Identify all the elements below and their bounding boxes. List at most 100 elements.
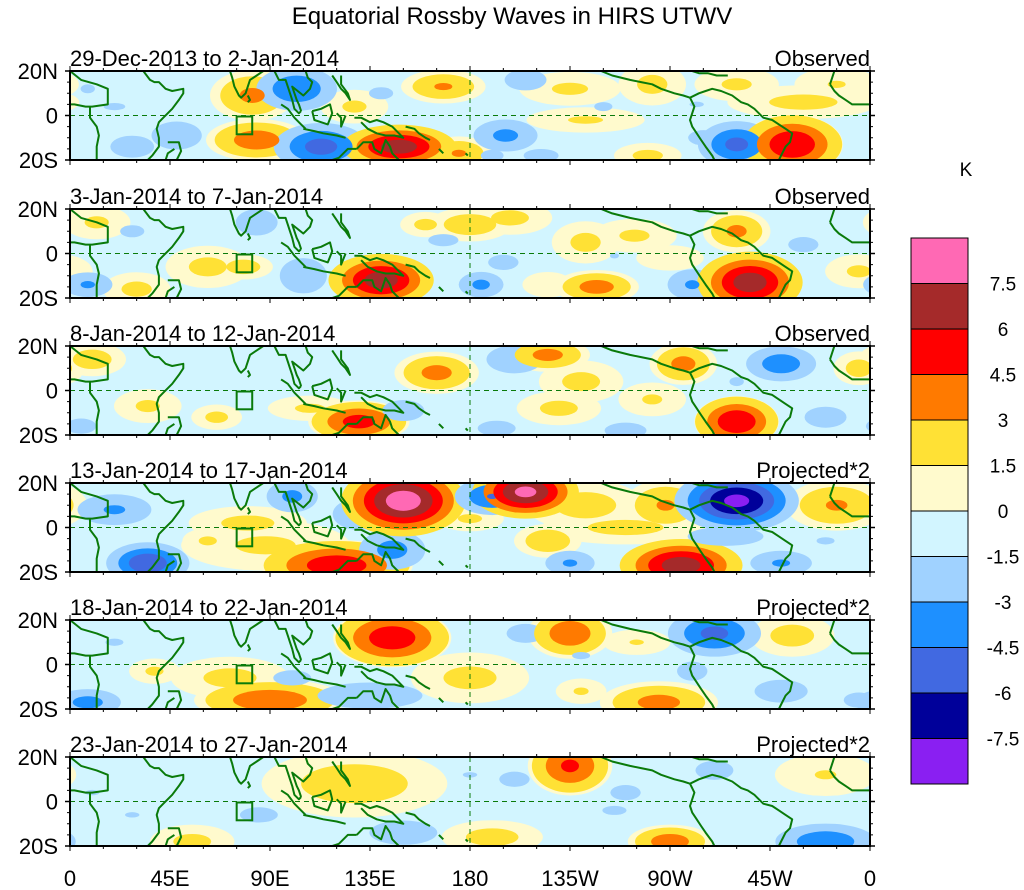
coastline <box>229 757 264 785</box>
contour-fill-neg-1.5 <box>688 130 719 146</box>
x-tick-label: 135E <box>344 866 395 890</box>
contour-fill-neg-1.5 <box>488 254 519 270</box>
contour-fill-pos-1.5 <box>587 519 664 536</box>
panel-date-range: 8-Jan-2014 to 12-Jan-2014 <box>70 321 335 346</box>
contour-fill-neg-1.5 <box>910 136 954 158</box>
coastline <box>311 241 334 264</box>
coastline <box>311 652 334 675</box>
coastline <box>291 620 314 661</box>
colorbar-swatch <box>910 328 969 375</box>
contour-fill-pos-3 <box>651 833 689 846</box>
coastline <box>164 423 175 435</box>
coastline <box>438 697 445 704</box>
colorbar-swatch <box>910 419 969 466</box>
contour-fill-neg-1.5 <box>754 679 808 703</box>
contour-fill-pos-3 <box>549 621 591 646</box>
coastline <box>464 701 469 706</box>
map-panel: 8-Jan-2014 to 12-Jan-2014 Observed 20N 0 20S <box>18 321 875 448</box>
coastline <box>464 564 469 569</box>
y-tick-label: 0 <box>46 516 58 541</box>
coastline <box>691 620 728 626</box>
coastlines <box>70 757 870 846</box>
contour-fill-neg-1.5 <box>151 121 202 150</box>
coastline <box>331 623 351 650</box>
contour-fill-pos-1.5 <box>989 257 1024 276</box>
contour-fill-pos-3 <box>233 689 307 709</box>
contour-fill-pos-3 <box>671 356 696 372</box>
coastline <box>303 813 346 825</box>
coastline <box>405 537 431 553</box>
contour-fill-neg-3 <box>873 696 903 708</box>
coastline <box>164 560 175 572</box>
x-tick-label: 0 <box>64 866 76 890</box>
contour-fill-neg-1.5 <box>462 772 478 778</box>
coastline <box>291 209 314 250</box>
contour-fill-neg-4.5 <box>725 137 749 152</box>
coastline <box>354 802 405 825</box>
coastline <box>142 346 185 435</box>
coastline <box>273 757 302 801</box>
coastline <box>438 286 445 293</box>
contour-fill-pos-1.5 <box>1020 76 1024 114</box>
anomaly-field <box>70 71 1024 160</box>
coastline <box>689 783 716 846</box>
coastline <box>280 789 307 816</box>
coastline <box>464 427 469 432</box>
contour-fill-neg-1.5 <box>0 237 18 252</box>
y-tick-label: 20S <box>19 697 58 722</box>
contour-fill-neg-1.5 <box>110 135 155 158</box>
coastline <box>691 71 728 77</box>
coastline <box>464 152 469 157</box>
panel-date-range: 29-Dec-2013 to 2-Jan-2014 <box>70 46 339 71</box>
contour-fill-0-to-1.5 <box>70 764 77 785</box>
contour-fill-neg-1.5 <box>610 785 641 801</box>
contour-fill-neg-1.5 <box>105 638 124 646</box>
coastline <box>167 141 183 160</box>
contour-fill-pos-3 <box>434 82 453 91</box>
contour-fill-pos-1.5 <box>539 400 578 416</box>
y-tick-label: 20S <box>19 148 58 173</box>
coastline <box>354 528 405 551</box>
contour-fill-neg-1.5 <box>0 680 8 703</box>
coastline <box>311 515 334 538</box>
coastline <box>280 378 307 405</box>
coastline <box>167 553 183 572</box>
coastline <box>464 290 469 295</box>
contour-fill-neg-1.5 <box>925 812 939 817</box>
panel-type-label: Projected*2 <box>756 732 870 757</box>
coastline <box>167 827 183 846</box>
contour-fill-pos-6 <box>380 139 417 154</box>
contour-fill-pos-1.5 <box>999 536 1017 545</box>
coastline <box>303 127 346 139</box>
contour-fill-neg-4.5 <box>304 138 338 155</box>
y-tick-label: 20N <box>18 471 58 496</box>
coastline <box>167 279 183 298</box>
coastline <box>438 148 445 155</box>
coastline <box>438 423 445 430</box>
coastline <box>89 518 100 572</box>
coastline <box>280 241 307 268</box>
coastline <box>331 760 351 787</box>
coastline <box>829 757 836 771</box>
y-tick-label: 20S <box>19 834 58 859</box>
panel-type-label: Observed <box>775 321 870 346</box>
contour-fill-pos-1.5 <box>568 116 604 124</box>
coastlines <box>70 620 870 709</box>
contour-fill-pos-3 <box>421 365 452 381</box>
contour-fill-pos-1.5 <box>845 359 870 378</box>
contour-fill-neg-1.5 <box>687 526 764 546</box>
contour-fill-pos-1.5 <box>173 833 212 846</box>
y-tick-label: 20S <box>19 286 58 311</box>
coastline <box>164 697 175 709</box>
y-tick-label: 20N <box>18 608 58 633</box>
coastline <box>829 483 836 497</box>
region-box-marker <box>235 527 254 548</box>
coastline <box>405 263 431 279</box>
coastlines <box>70 209 870 298</box>
coastline <box>354 254 405 277</box>
contour-fill-pos-1.5 <box>525 529 571 553</box>
contour-fill-neg-1.5 <box>602 805 627 815</box>
contour-fill-pos-1.5 <box>457 514 483 524</box>
panel-type-label: Observed <box>775 184 870 209</box>
